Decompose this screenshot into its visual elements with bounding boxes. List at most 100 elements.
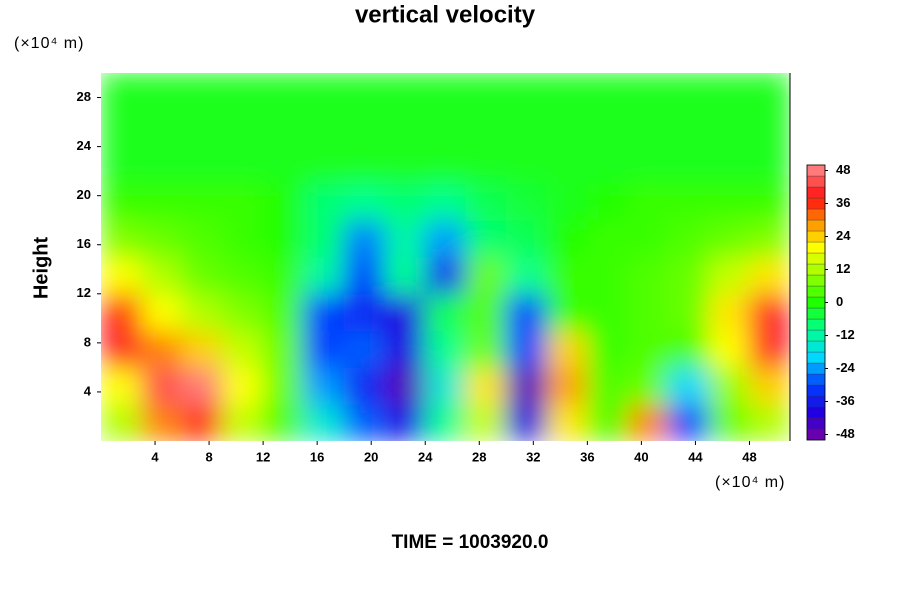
field-cell	[141, 403, 183, 441]
field-cell	[343, 182, 386, 221]
colorbar-tick-label: -48	[836, 426, 855, 441]
field-cell	[424, 146, 467, 184]
field-cell	[505, 366, 548, 405]
field-cell	[586, 109, 629, 148]
field-cell	[465, 403, 507, 441]
field-cell	[343, 366, 386, 405]
field-cell	[708, 256, 750, 295]
colorbar-tick-label: -12	[836, 327, 855, 342]
field-cell	[141, 109, 183, 148]
field-cell	[141, 330, 183, 368]
field-cell	[181, 256, 224, 295]
colorbar-band	[806, 285, 826, 298]
field-cell	[546, 256, 588, 295]
x-tick-label: 40	[634, 449, 648, 464]
field-cell	[546, 109, 588, 148]
field-cell	[101, 366, 143, 405]
field-cell	[262, 219, 305, 258]
field-cell	[546, 403, 588, 441]
field-cell	[343, 403, 386, 441]
field-cell	[667, 219, 710, 258]
x-tick-label: 44	[688, 449, 703, 464]
field-cell	[627, 403, 669, 441]
field-cell	[101, 256, 143, 295]
field-cell	[667, 366, 710, 405]
field-cell	[708, 293, 750, 332]
x-tick-label: 24	[418, 449, 433, 464]
field-cell	[546, 146, 588, 184]
field-cell	[262, 73, 305, 111]
field-cell	[343, 256, 386, 295]
field-cell	[465, 182, 507, 221]
field-cell	[181, 293, 224, 332]
field-cell	[303, 330, 345, 368]
field-cell	[505, 330, 548, 368]
field-cell	[708, 366, 750, 405]
colorbar-band	[806, 362, 826, 375]
field-cell	[627, 293, 669, 332]
y-tick-label: 12	[77, 285, 91, 300]
x-tick-label: 16	[310, 449, 324, 464]
field-cell	[627, 330, 669, 368]
field-cell	[343, 146, 386, 184]
field-cell	[708, 403, 750, 441]
field-cell	[101, 219, 143, 258]
field-cell	[667, 109, 710, 148]
field-cell	[424, 73, 467, 111]
field-cell	[586, 73, 629, 111]
colorbar-tick-label: 24	[836, 228, 851, 243]
field-cell	[181, 219, 224, 258]
field-cell	[384, 256, 426, 295]
field-cell	[748, 256, 790, 295]
field-cell	[303, 403, 345, 441]
colorbar-tick-label: -24	[836, 360, 856, 375]
field-cell	[748, 366, 790, 405]
field-cell	[546, 330, 588, 368]
field-cell	[748, 330, 790, 368]
field-cell	[384, 293, 426, 332]
field-cell	[141, 256, 183, 295]
plot-area	[101, 73, 790, 441]
y-axis-label: Height	[30, 237, 52, 300]
field-cell	[101, 146, 143, 184]
field-cell	[505, 293, 548, 332]
field-cell	[546, 219, 588, 258]
field-cell	[384, 366, 426, 405]
field-cell	[424, 403, 467, 441]
x-tick-label: 28	[472, 449, 486, 464]
x-tick-label: 8	[205, 449, 212, 464]
colorbar-band	[806, 274, 826, 287]
field-cell	[384, 146, 426, 184]
x-tick-label: 48	[742, 449, 756, 464]
field-cell	[343, 219, 386, 258]
colorbar-band	[806, 164, 826, 177]
field-cell	[505, 219, 548, 258]
field-cell	[101, 73, 143, 111]
field	[101, 73, 790, 441]
field-cell	[384, 109, 426, 148]
field-cell	[505, 73, 548, 111]
field-cell	[141, 73, 183, 111]
field-cell	[667, 146, 710, 184]
field-cell	[505, 109, 548, 148]
field-cell	[748, 403, 790, 441]
field-cell	[262, 366, 305, 405]
field-cell	[222, 403, 264, 441]
field-cell	[384, 403, 426, 441]
field-cell	[667, 182, 710, 221]
colorbar-tick-label: 0	[836, 294, 843, 309]
field-cell	[546, 73, 588, 111]
field-cell	[101, 330, 143, 368]
field-cell	[586, 366, 629, 405]
field-cell	[384, 219, 426, 258]
field-cell	[222, 73, 264, 111]
field-cell	[424, 109, 467, 148]
field-cell	[465, 366, 507, 405]
x-tick-label: 36	[580, 449, 594, 464]
field-cell	[748, 109, 790, 148]
colorbar-tick-label: 36	[836, 195, 850, 210]
field-cell	[424, 330, 467, 368]
field-cell	[465, 330, 507, 368]
field-cell	[141, 182, 183, 221]
field-cell	[303, 366, 345, 405]
